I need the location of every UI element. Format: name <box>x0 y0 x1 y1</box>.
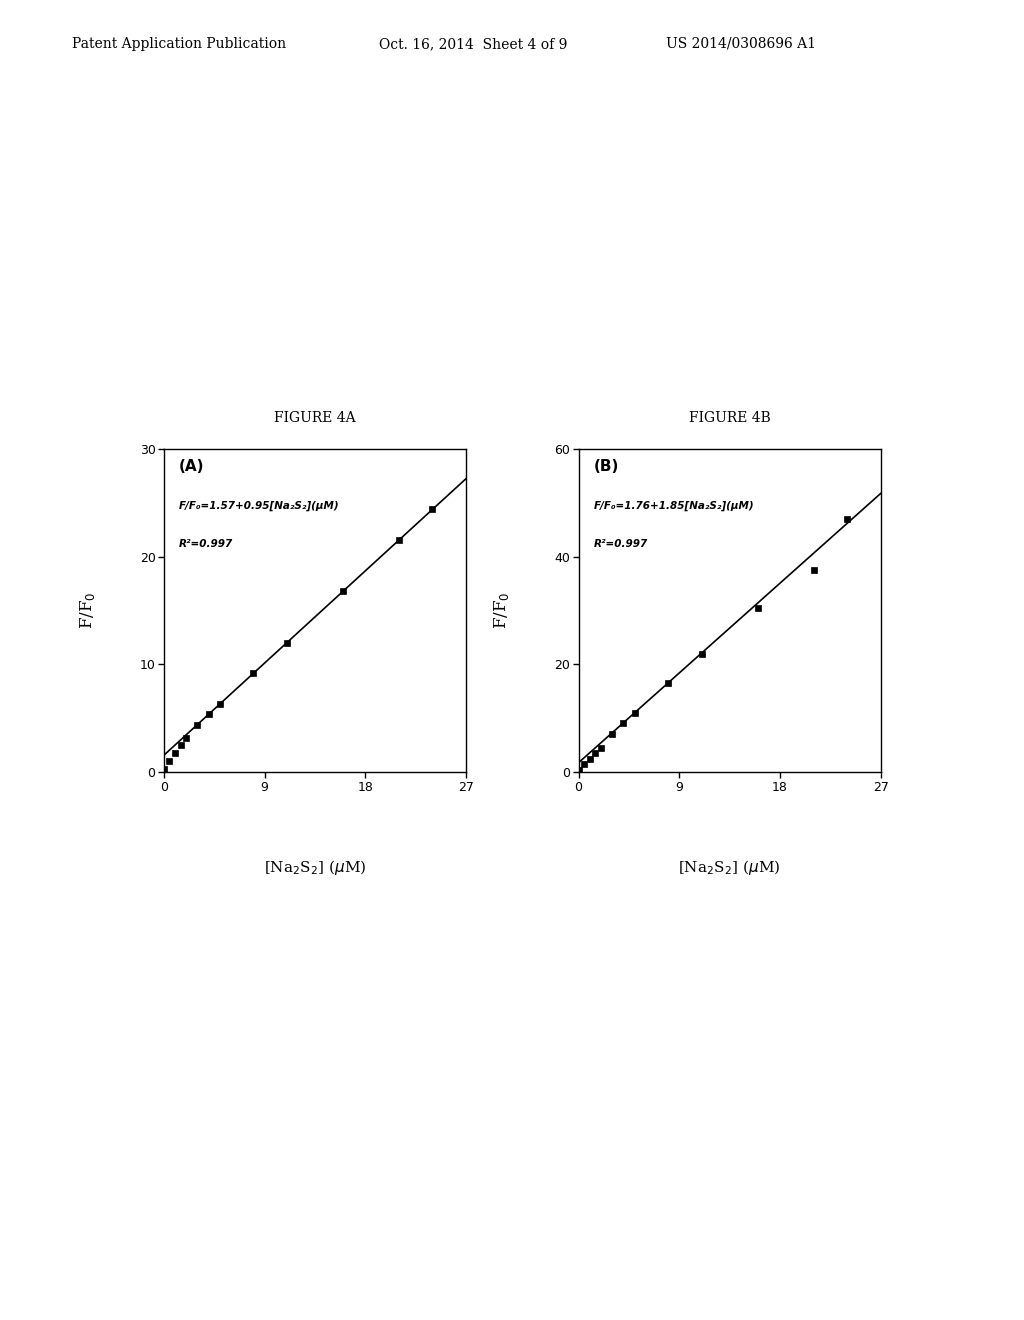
Text: US 2014/0308696 A1: US 2014/0308696 A1 <box>666 37 815 51</box>
Text: (A): (A) <box>179 458 205 474</box>
Text: Patent Application Publication: Patent Application Publication <box>72 37 286 51</box>
Text: FIGURE 4B: FIGURE 4B <box>689 411 770 425</box>
Text: F/F$_0$: F/F$_0$ <box>78 591 96 630</box>
Text: FIGURE 4A: FIGURE 4A <box>274 411 355 425</box>
Text: (B): (B) <box>594 458 620 474</box>
Text: [Na$_2$S$_2$] ($\mu$M): [Na$_2$S$_2$] ($\mu$M) <box>678 858 781 876</box>
Text: F/F₀=1.76+1.85[Na₂S₂](μM): F/F₀=1.76+1.85[Na₂S₂](μM) <box>594 500 755 511</box>
Text: F/F$_0$: F/F$_0$ <box>493 591 511 630</box>
Text: R²=0.997: R²=0.997 <box>179 540 233 549</box>
Text: R²=0.997: R²=0.997 <box>594 540 648 549</box>
Text: F/F₀=1.57+0.95[Na₂S₂](μM): F/F₀=1.57+0.95[Na₂S₂](μM) <box>179 500 340 511</box>
Text: Oct. 16, 2014  Sheet 4 of 9: Oct. 16, 2014 Sheet 4 of 9 <box>379 37 567 51</box>
Text: [Na$_2$S$_2$] ($\mu$M): [Na$_2$S$_2$] ($\mu$M) <box>263 858 367 876</box>
